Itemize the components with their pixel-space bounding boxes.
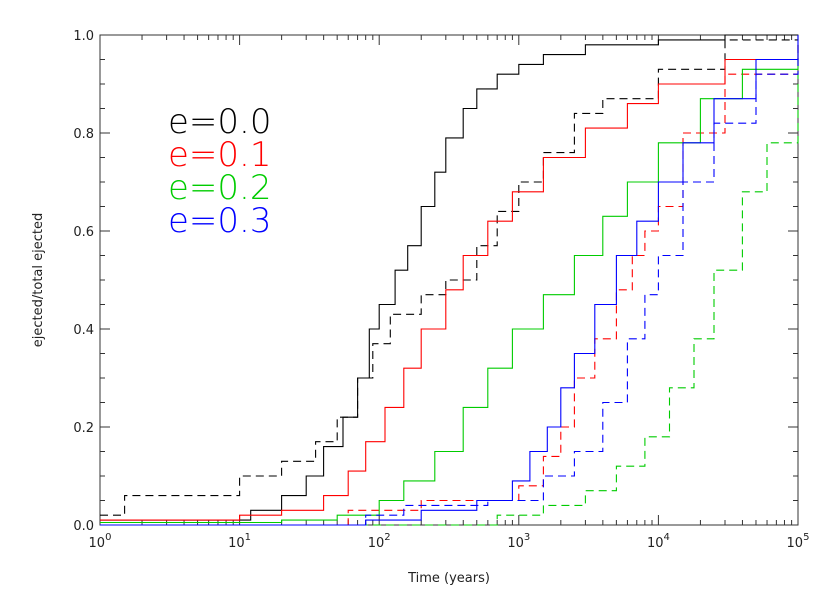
x-tick-label: 102: [368, 532, 391, 551]
series-line-0-solid: [100, 34, 798, 521]
series-line-6-solid: [100, 35, 799, 526]
x-tick-label: 100: [89, 532, 112, 551]
x-tick-label: 105: [787, 532, 810, 551]
y-tick-label: 0.0: [73, 519, 94, 534]
y-tick-label: 0.2: [73, 421, 94, 436]
series-line-5-dashed: [100, 59, 799, 526]
y-tick-label: 0.6: [73, 225, 94, 240]
y-tick-label: 0.8: [73, 127, 94, 142]
legend: e=0.0e=0.1e=0.2e=0.3: [168, 102, 271, 241]
x-tick-label: 103: [507, 532, 530, 551]
legend-entry-3: e=0.3: [168, 201, 271, 241]
y-tick-label: 1.0: [73, 29, 94, 44]
legend-entry-2: e=0.2: [168, 168, 271, 208]
legend-entry-1: e=0.1: [168, 135, 271, 175]
y-axis-title: ejected/total ejected: [31, 213, 46, 347]
x-tick-label: 104: [647, 532, 670, 551]
x-axis-title: Time (years): [407, 571, 490, 586]
series-group: [100, 34, 799, 526]
y-tick-label: 0.4: [73, 323, 94, 338]
series-line-2-solid: [100, 44, 799, 521]
series-line-1-dashed: [100, 35, 799, 516]
x-tick-label: 101: [228, 532, 251, 551]
series-line-7-dashed: [100, 39, 799, 526]
legend-entry-0: e=0.0: [168, 102, 271, 142]
